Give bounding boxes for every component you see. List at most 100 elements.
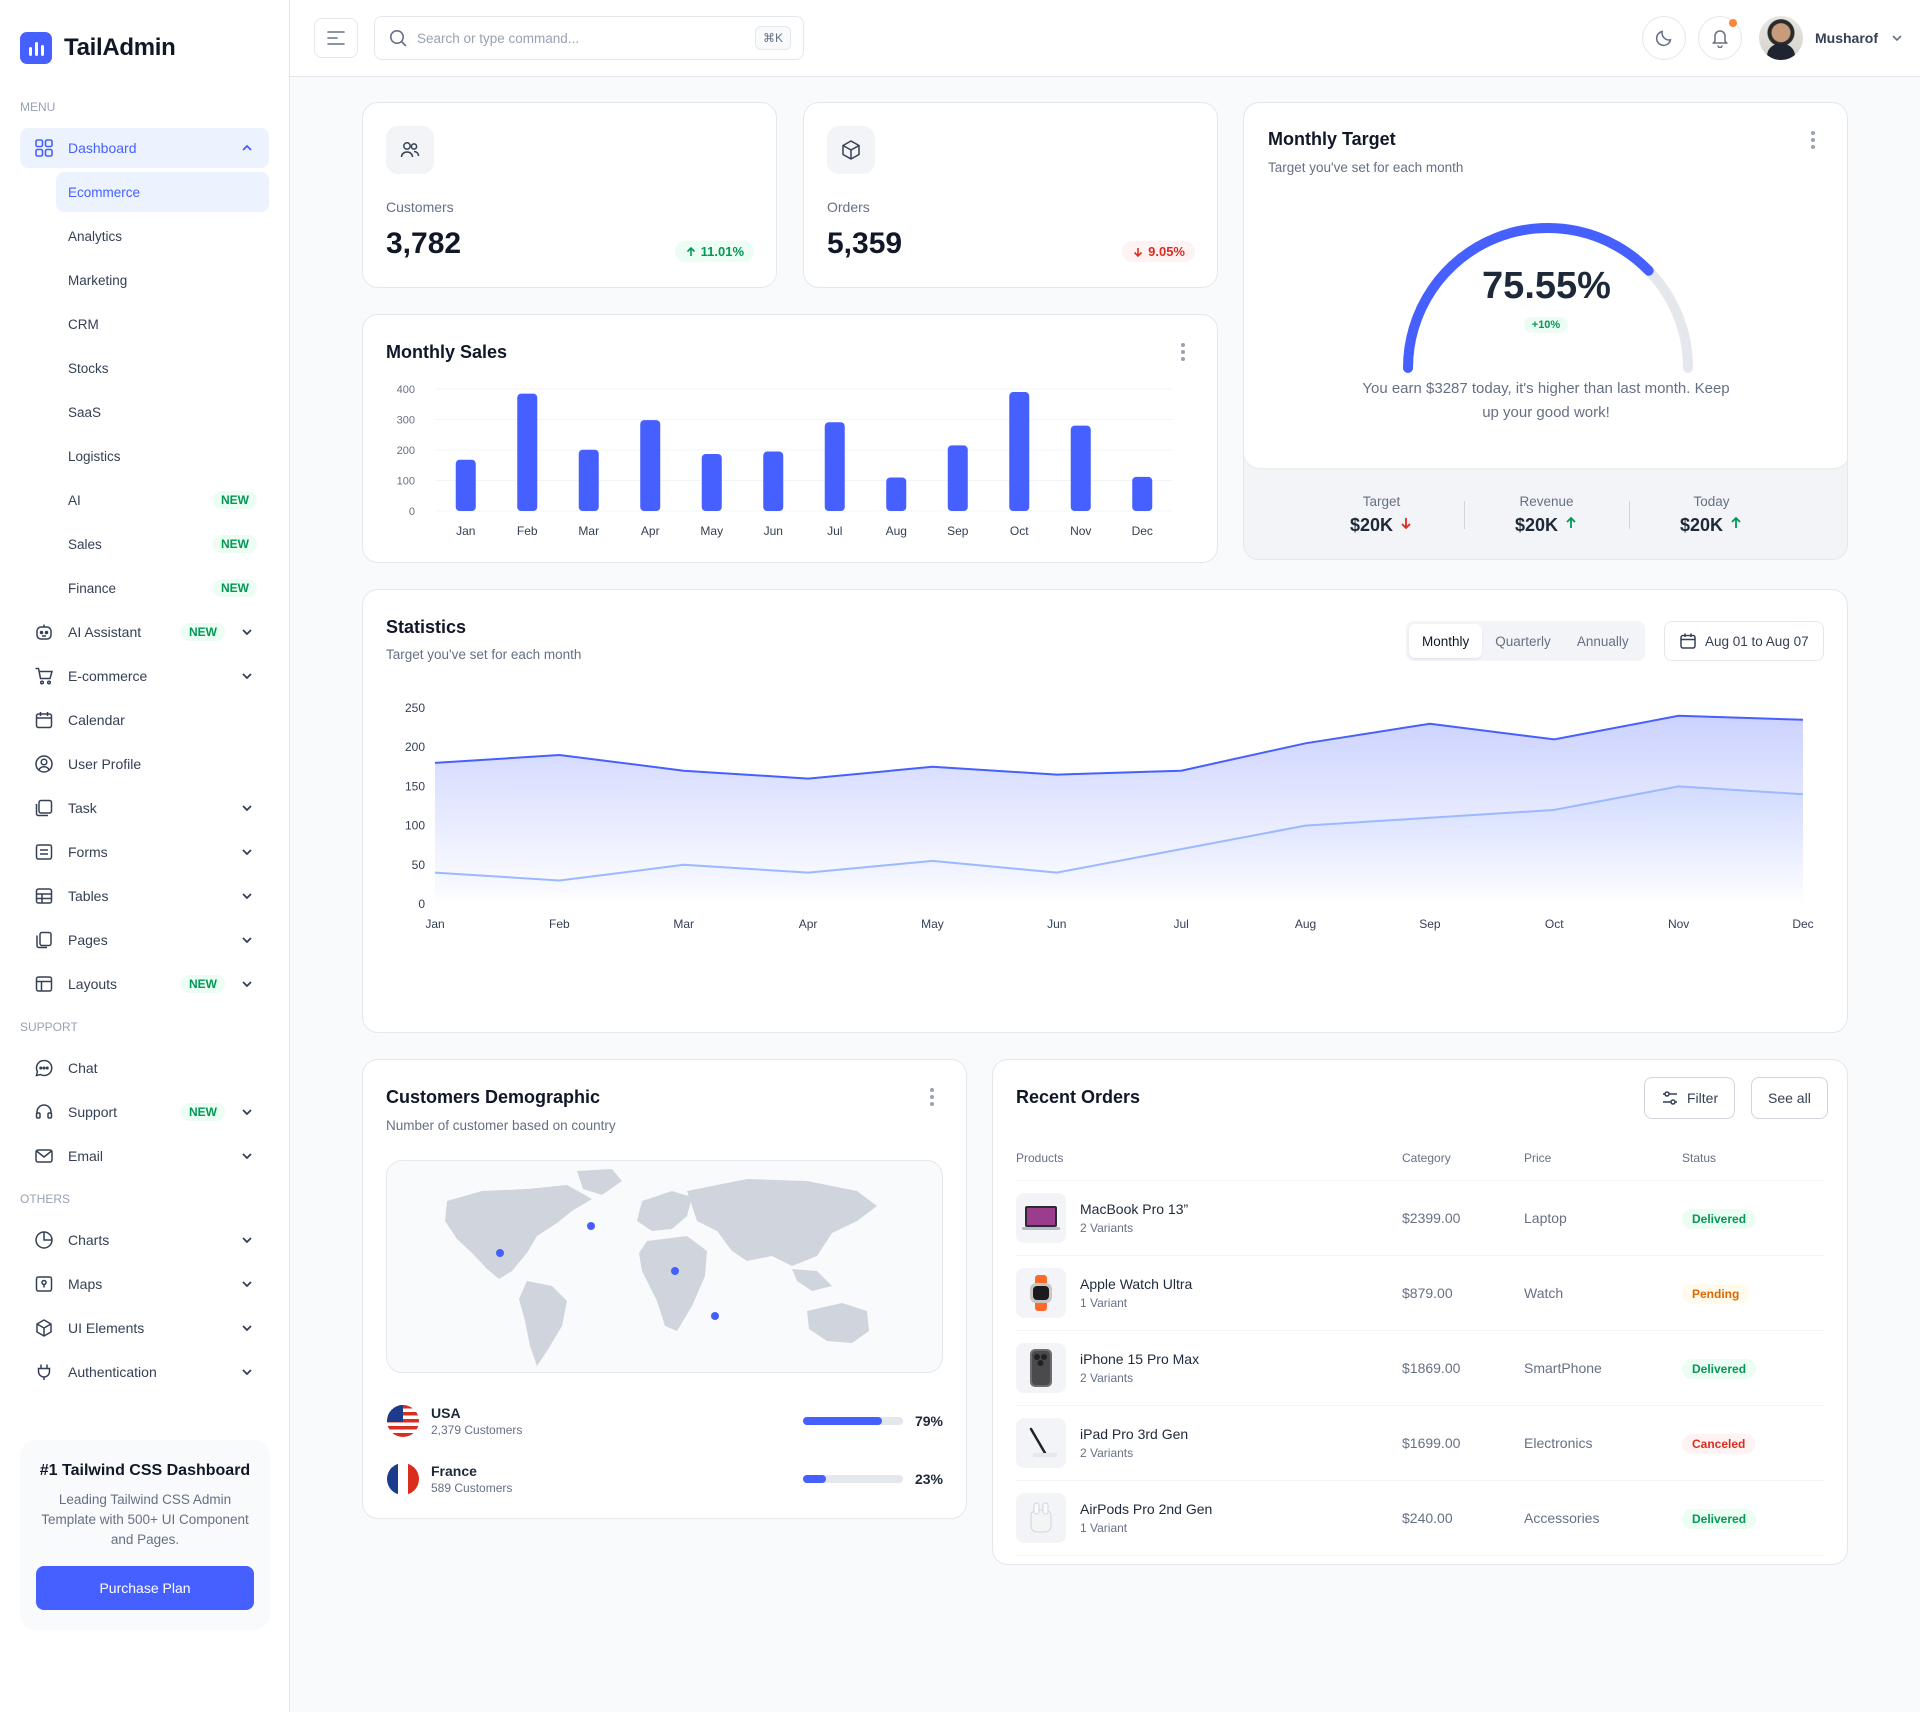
product-name: AirPods Pro 2nd Gen — [1080, 1500, 1213, 1517]
target-stat-today: Today $20K — [1664, 494, 1760, 536]
tab-annually[interactable]: Annually — [1576, 633, 1629, 649]
tab-monthly[interactable]: Monthly — [1409, 624, 1483, 658]
more-options-icon[interactable] — [1811, 131, 1815, 149]
stat-label: Target — [1362, 493, 1401, 509]
sidebar-item-forms[interactable]: Forms — [20, 832, 269, 872]
target-stats: Target $20K Revenue $20K Today $20K — [1244, 468, 1847, 559]
table-row[interactable]: AirPods Pro 2nd Gen 1 Variant $240.00 Acces… — [1016, 1480, 1824, 1556]
product: AirPods Pro 2nd Gen 1 Variant — [1016, 1492, 1402, 1543]
date-range-text: Aug 01 to Aug 07 — [1705, 633, 1809, 649]
sidebar-subitem-stocks[interactable]: Stocks — [56, 348, 269, 388]
others-section-label: OTHERS — [20, 1192, 71, 1206]
sidebar-subitem-label: Marketing — [68, 272, 128, 288]
sidebar-item-authentication[interactable]: Authentication — [20, 1352, 269, 1392]
sidebar-subitem-logistics[interactable]: Logistics — [56, 436, 269, 476]
bar-apr — [640, 420, 661, 511]
product-info: iPad Pro 3rd Gen 2 Variants — [1080, 1426, 1188, 1460]
chat-icon — [32, 1056, 56, 1080]
sidebar-item-label: Email — [68, 1148, 104, 1164]
sidebar-subitem-marketing[interactable]: Marketing — [56, 260, 269, 300]
orders-table-wrap: Products Category Price Status MacBook P… — [1016, 1136, 1824, 1556]
sidebar-item-label: Task — [68, 800, 97, 816]
sidebar-item-pages[interactable]: Pages — [20, 920, 269, 960]
more-options-icon[interactable] — [930, 1088, 934, 1106]
plug-icon — [32, 1360, 56, 1384]
theme-toggle-button[interactable] — [1642, 16, 1686, 60]
product: Apple Watch Ultra 1 Variant — [1016, 1267, 1402, 1318]
table-row[interactable]: iPad Pro 3rd Gen 2 Variants $1699.00 Electr… — [1016, 1405, 1824, 1481]
sidebar-item-tables[interactable]: Tables — [20, 876, 269, 916]
y-tick-label: 150 — [405, 779, 425, 793]
arrow-up-icon — [1729, 516, 1743, 535]
chevron-down-icon — [237, 622, 257, 642]
x-tick-label: Oct — [1545, 917, 1564, 931]
sidebar-subitem-label: AI — [68, 492, 81, 508]
product-cell: iPhone 15 Pro Max 2 Variants — [1016, 1330, 1402, 1406]
sidebar-subitem-ecommerce[interactable]: Ecommerce — [56, 172, 269, 212]
table-row[interactable]: iPhone 15 Pro Max 2 Variants $1869.00 Smart… — [1016, 1330, 1824, 1406]
sidebar-item-ui-elements[interactable]: UI Elements — [20, 1308, 269, 1348]
sidebar-subitem-analytics[interactable]: Analytics — [56, 216, 269, 256]
sidebar-subitem-sales[interactable]: Sales NEW — [56, 524, 269, 564]
stat-label: Today — [1693, 493, 1730, 509]
grid-icon — [32, 136, 56, 160]
see-all-button[interactable]: See all — [1751, 1077, 1828, 1119]
support-section-label: SUPPORT — [20, 1020, 78, 1034]
x-tick-label: Aug — [1295, 917, 1316, 931]
sidebar-item-chat[interactable]: Chat — [20, 1048, 269, 1088]
sidebar-subitem-saas[interactable]: SaaS — [56, 392, 269, 432]
x-tick-label: Dec — [1792, 917, 1813, 931]
country-customers: 589 Customers — [431, 1481, 513, 1495]
promo-card: #1 Tailwind CSS Dashboard Leading Tailwi… — [20, 1440, 270, 1630]
product-name: iPad Pro 3rd Gen — [1080, 1425, 1189, 1442]
sidebar-item-user-profile[interactable]: User Profile — [20, 744, 269, 784]
sidebar-subitem-crm[interactable]: CRM — [56, 304, 269, 344]
product-name: Apple Watch Ultra — [1080, 1275, 1193, 1292]
world-map[interactable] — [386, 1160, 943, 1373]
purchase-plan-button[interactable]: Purchase Plan — [36, 1566, 254, 1610]
sidebar-item-label: Charts — [68, 1232, 110, 1248]
sidebar-item-dashboard[interactable]: Dashboard — [20, 128, 269, 168]
search-input[interactable]: Search or type command... ⌘K — [374, 16, 804, 60]
user-menu[interactable]: Musharof — [1759, 16, 1904, 60]
product-info: MacBook Pro 13” 2 Variants — [1080, 1201, 1188, 1235]
sidebar-subitem-ai[interactable]: AI NEW — [56, 480, 269, 520]
status-badge: Delivered — [1682, 1358, 1757, 1379]
notifications-button[interactable] — [1698, 16, 1742, 60]
sidebar-item-support[interactable]: Support NEW — [20, 1092, 269, 1132]
table-row[interactable]: Apple Watch Ultra 1 Variant $879.00 Watch Pe… — [1016, 1255, 1824, 1331]
date-range-picker[interactable]: Aug 01 to Aug 07 — [1664, 621, 1824, 661]
demographic-subtitle: Number of customer based on country — [386, 1118, 616, 1133]
sidebar-item-label: Layouts — [68, 976, 118, 992]
sidebar-item-e-commerce[interactable]: E-commerce — [20, 656, 269, 696]
monthly-target-panel: Monthly Target Target you've set for eac… — [1244, 103, 1847, 468]
chevron-down-icon — [237, 1102, 257, 1122]
statistics-card: Statistics Target you've set for each mo… — [362, 589, 1848, 1033]
y-tick-label: 200 — [397, 445, 415, 457]
sidebar-subitem-label: CRM — [68, 316, 99, 332]
sidebar-item-charts[interactable]: Charts — [20, 1220, 269, 1260]
sidebar-item-ai-assistant[interactable]: AI Assistant NEW — [20, 612, 269, 652]
logo[interactable]: TailAdmin — [20, 0, 269, 96]
sidebar-item-email[interactable]: Email — [20, 1136, 269, 1176]
tab-quarterly[interactable]: Quarterly — [1495, 633, 1551, 649]
more-options-icon[interactable] — [1181, 343, 1185, 361]
stat-value: $20K — [1349, 514, 1394, 535]
country-progress — [803, 1417, 903, 1425]
status-cell: Pending — [1682, 1255, 1824, 1331]
sidebar-item-task[interactable]: Task — [20, 788, 269, 828]
sidebar-item-maps[interactable]: Maps — [20, 1264, 269, 1304]
sidebar-subitem-finance[interactable]: Finance NEW — [56, 568, 269, 608]
monthly-sales-title: Monthly Sales — [386, 342, 508, 362]
x-tick-label: Nov — [1070, 524, 1091, 538]
sidebar-item-layouts[interactable]: Layouts NEW — [20, 964, 269, 1004]
sidebar-toggle-button[interactable] — [314, 18, 358, 58]
category-cell: $2399.00 — [1402, 1180, 1524, 1256]
bar-mar — [578, 449, 599, 511]
customers-value: 3,782 — [386, 227, 462, 260]
sidebar-item-calendar[interactable]: Calendar — [20, 700, 269, 740]
product-name: MacBook Pro 13” — [1080, 1200, 1189, 1217]
filter-button[interactable]: Filter — [1644, 1077, 1736, 1119]
status-cell: Delivered — [1682, 1480, 1824, 1556]
table-row[interactable]: MacBook Pro 13” 2 Variants $2399.00 Laptop D… — [1016, 1180, 1824, 1256]
